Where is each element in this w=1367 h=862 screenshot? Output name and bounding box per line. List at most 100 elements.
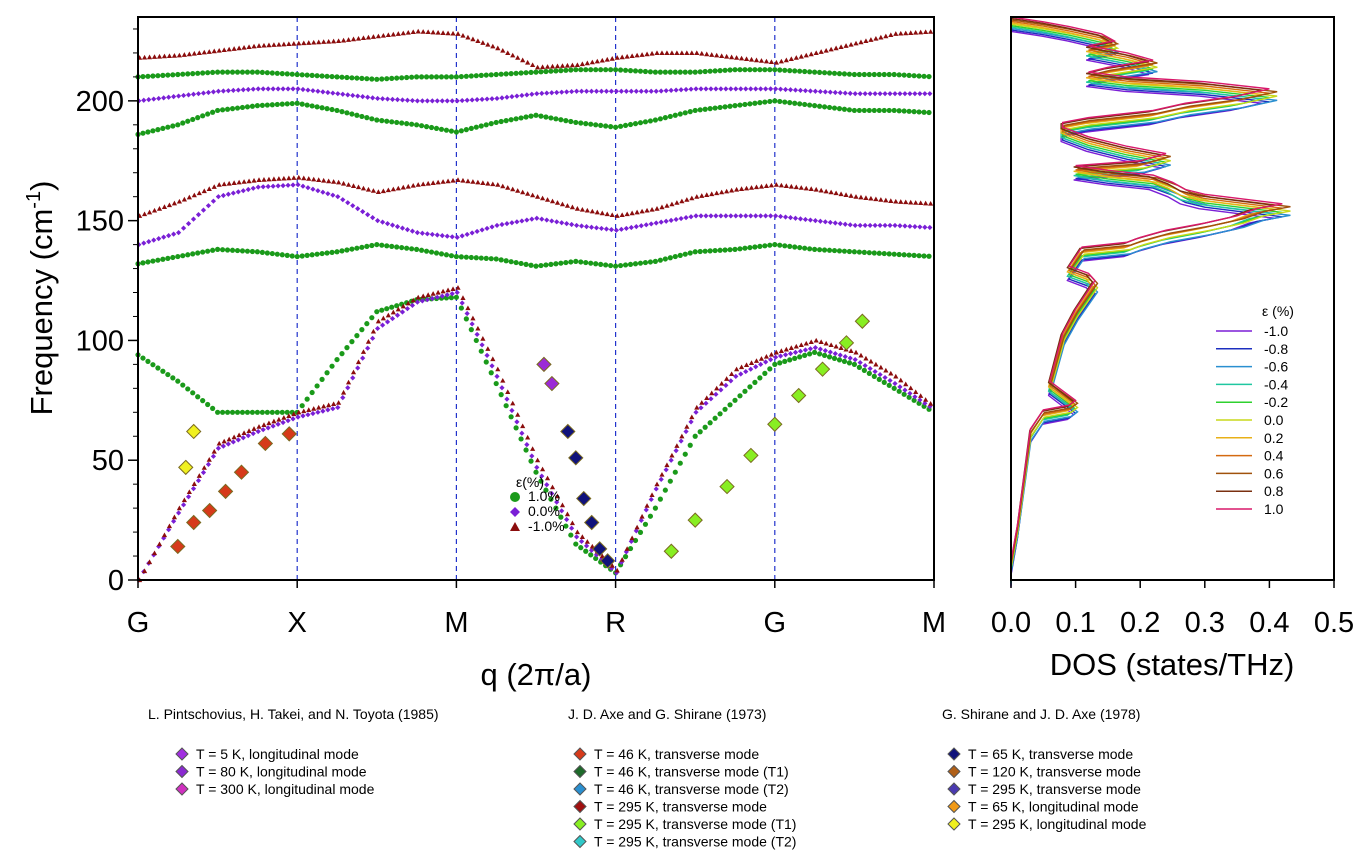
data-point: [370, 215, 376, 221]
legend-label: -1.0%: [528, 518, 565, 534]
data-point: [490, 356, 496, 362]
data-point: [816, 69, 823, 76]
data-point: [922, 91, 928, 97]
data-point: [405, 29, 411, 35]
data-point: [150, 362, 156, 368]
data-point: [603, 88, 610, 94]
data-point: [826, 104, 833, 111]
data-point: [410, 29, 416, 35]
data-point: [689, 50, 695, 56]
data-point: [639, 513, 645, 519]
data-point: [234, 247, 241, 254]
data-point: [682, 69, 688, 75]
data-point: [922, 400, 928, 406]
data-point: [772, 361, 778, 367]
experimental-point: [814, 361, 831, 377]
data-point: [260, 184, 266, 190]
data-point: [424, 98, 430, 104]
data-point: [448, 295, 455, 301]
experimental-point: [170, 538, 186, 555]
data-point: [221, 181, 227, 187]
data-point: [593, 122, 599, 128]
data-point: [180, 92, 187, 99]
data-point: [688, 86, 694, 92]
data-point: [887, 222, 893, 229]
data-point: [887, 91, 893, 97]
data-point: [191, 481, 197, 486]
reference-marker: [947, 782, 961, 796]
data-point: [702, 248, 708, 254]
data-point: [439, 98, 445, 104]
data-point: [762, 99, 768, 105]
data-point: [226, 180, 232, 186]
data-point: [515, 412, 521, 417]
y-tick-label: 100: [76, 325, 124, 357]
data-point: [415, 28, 421, 34]
data-point: [311, 39, 317, 45]
data-point: [235, 437, 241, 443]
reference-label: T = 295 K, transverse mode (T1): [594, 816, 796, 832]
data-point: [758, 213, 764, 219]
data-point: [549, 90, 555, 96]
reference-marker: [175, 764, 189, 779]
data-point: [704, 51, 710, 57]
data-point: [544, 217, 550, 223]
data-point: [609, 212, 615, 218]
data-point: [211, 48, 217, 54]
data-point: [151, 54, 158, 59]
data-point: [797, 216, 804, 222]
experimental-point: [186, 514, 202, 531]
data-point: [261, 42, 267, 48]
experimental-point: [576, 490, 592, 507]
data-point: [404, 245, 410, 251]
data-point: [647, 259, 654, 265]
data-point: [180, 382, 186, 388]
legend-label: -0.4: [1264, 376, 1288, 392]
data-point: [743, 213, 749, 219]
data-point: [868, 195, 874, 201]
data-point: [797, 68, 803, 74]
data-point: [485, 41, 491, 47]
data-point: [504, 396, 510, 402]
experimental-series: [536, 356, 560, 392]
data-point: [763, 359, 769, 365]
data-point: [321, 177, 327, 183]
data-point: [180, 225, 187, 231]
y-tick-label: 50: [92, 445, 124, 477]
data-point: [672, 469, 678, 475]
data-point: [301, 40, 307, 46]
data-point: [778, 58, 784, 64]
data-point: [893, 373, 899, 379]
data-point: [653, 88, 659, 94]
data-point: [892, 222, 898, 229]
data-point: [907, 223, 913, 229]
data-point: [409, 302, 416, 308]
data-point: [653, 220, 659, 226]
data-point: [743, 86, 749, 92]
reference-marker: [947, 747, 961, 761]
data-point: [678, 215, 684, 222]
data-point: [459, 300, 465, 306]
data-point: [314, 383, 320, 389]
data-point: [444, 292, 450, 298]
data-point: [803, 52, 809, 58]
data-point: [553, 505, 559, 511]
data-point: [689, 195, 695, 201]
data-point: [643, 88, 649, 94]
data-point: [584, 539, 590, 544]
reference-marker: [573, 817, 587, 831]
data-point: [668, 217, 674, 223]
data-point: [156, 236, 162, 242]
data-point: [876, 107, 882, 114]
data-point: [345, 200, 351, 206]
data-point: [812, 345, 818, 351]
data-point: [823, 47, 829, 53]
data-point: [682, 251, 688, 257]
data-point: [465, 305, 471, 311]
data-point: [300, 183, 306, 189]
data-point: [166, 523, 173, 529]
data-point: [141, 54, 148, 60]
data-point: [653, 486, 659, 492]
